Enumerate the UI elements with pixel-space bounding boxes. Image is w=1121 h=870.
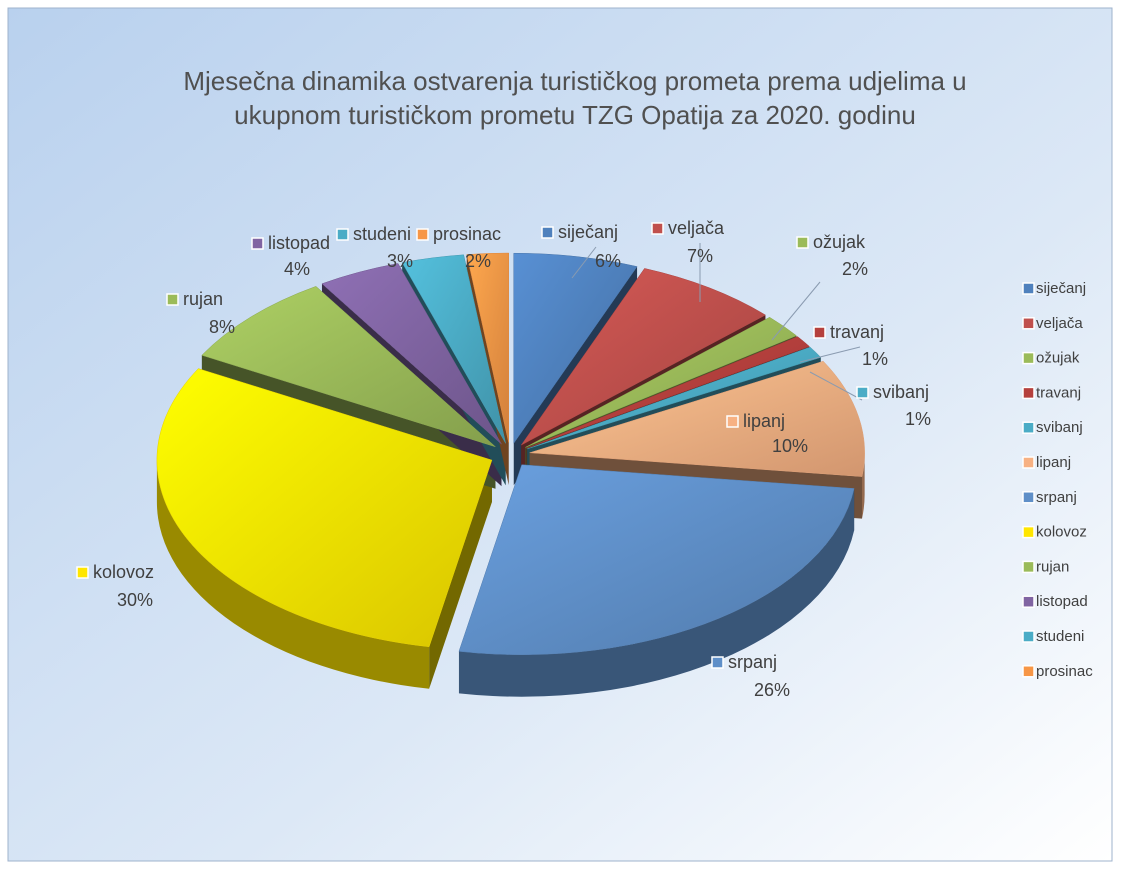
slice-rim bbox=[862, 452, 865, 519]
data-label-value: 26% bbox=[754, 680, 790, 700]
legend-label: listopad bbox=[1036, 593, 1088, 610]
label-marker bbox=[336, 228, 349, 241]
data-label-value: 2% bbox=[842, 259, 868, 279]
legend-marker bbox=[1022, 456, 1035, 469]
slice-side bbox=[429, 460, 492, 689]
label-marker bbox=[796, 236, 809, 249]
label-marker bbox=[856, 386, 869, 399]
legend-label: studeni bbox=[1036, 628, 1084, 645]
data-label-name: lipanj bbox=[743, 411, 785, 431]
legend-marker bbox=[1022, 386, 1035, 400]
legend-marker bbox=[1022, 595, 1035, 608]
legend-marker bbox=[1022, 630, 1035, 643]
legend-label: kolovoz bbox=[1036, 524, 1087, 541]
slice bbox=[529, 360, 865, 477]
label-marker bbox=[651, 222, 664, 235]
chart-title: ukupnom turističkom prometu TZG Opatija … bbox=[234, 100, 916, 130]
legend-marker bbox=[1022, 665, 1035, 678]
label-marker bbox=[251, 237, 264, 250]
label-marker bbox=[813, 326, 826, 339]
slice-rim bbox=[458, 488, 855, 697]
legend-label: travanj bbox=[1036, 384, 1081, 401]
slice bbox=[401, 254, 506, 444]
data-label-name: kolovoz bbox=[93, 562, 154, 582]
label-marker bbox=[76, 566, 89, 579]
slice bbox=[156, 368, 493, 648]
leader-line bbox=[799, 346, 861, 363]
data-label-name: studeni bbox=[353, 224, 411, 244]
legend-label: lipanj bbox=[1036, 454, 1071, 471]
data-label-name: srpanj bbox=[728, 652, 777, 672]
data-label-value: 3% bbox=[387, 251, 413, 271]
legend-label: srpanj bbox=[1036, 489, 1077, 506]
label-marker bbox=[726, 415, 739, 428]
legend-marker bbox=[1022, 282, 1035, 295]
slice bbox=[201, 286, 496, 448]
data-label-value: 7% bbox=[687, 246, 713, 266]
legend-marker bbox=[1022, 525, 1035, 539]
slice bbox=[521, 268, 766, 446]
legend-label: prosinac bbox=[1036, 663, 1093, 680]
label-marker bbox=[711, 656, 724, 669]
data-label-name: ožujak bbox=[813, 232, 866, 252]
slice bbox=[321, 263, 502, 445]
legend-marker bbox=[1022, 317, 1035, 330]
slice-rims bbox=[156, 452, 865, 697]
data-label-value: 6% bbox=[595, 251, 621, 271]
slice bbox=[458, 464, 855, 655]
slice bbox=[527, 346, 822, 450]
legend-marker bbox=[1022, 421, 1035, 434]
slice-tops bbox=[156, 252, 865, 655]
data-label-value: 8% bbox=[209, 317, 235, 337]
chart-title: Mjesečna dinamika ostvarenja turističkog… bbox=[183, 66, 966, 96]
legend-label: ožujak bbox=[1036, 350, 1080, 367]
slice bbox=[466, 252, 509, 444]
label-marker bbox=[166, 293, 179, 306]
data-label-value: 30% bbox=[117, 590, 153, 610]
slice bbox=[526, 336, 810, 449]
legend-marker bbox=[1022, 560, 1035, 574]
leader-line bbox=[771, 281, 821, 341]
leader-line bbox=[809, 371, 863, 401]
label-marker bbox=[541, 226, 554, 239]
data-label-value: 2% bbox=[465, 251, 491, 271]
legend-label: veljača bbox=[1036, 315, 1083, 332]
data-label-value: 10% bbox=[772, 436, 808, 456]
data-label-value: 1% bbox=[862, 349, 888, 369]
data-label-value: 4% bbox=[284, 259, 310, 279]
data-label-name: siječanj bbox=[558, 222, 618, 242]
data-label-name: svibanj bbox=[873, 382, 929, 402]
data-label-value: 1% bbox=[905, 409, 931, 429]
legend-marker bbox=[1022, 351, 1035, 365]
legend-label: rujan bbox=[1036, 558, 1069, 575]
label-marker bbox=[416, 228, 429, 241]
data-label-name: rujan bbox=[183, 289, 223, 309]
legend-marker bbox=[1022, 491, 1035, 504]
legend-label: svibanj bbox=[1036, 419, 1083, 436]
slice-rim bbox=[156, 460, 430, 689]
leader-line bbox=[571, 246, 597, 279]
data-label-name: veljača bbox=[668, 218, 725, 238]
slice bbox=[513, 252, 638, 445]
data-label-name: travanj bbox=[830, 322, 884, 342]
data-label-name: prosinac bbox=[433, 224, 501, 244]
legend-label: siječanj bbox=[1036, 280, 1086, 297]
data-label-name: listopad bbox=[268, 233, 330, 253]
